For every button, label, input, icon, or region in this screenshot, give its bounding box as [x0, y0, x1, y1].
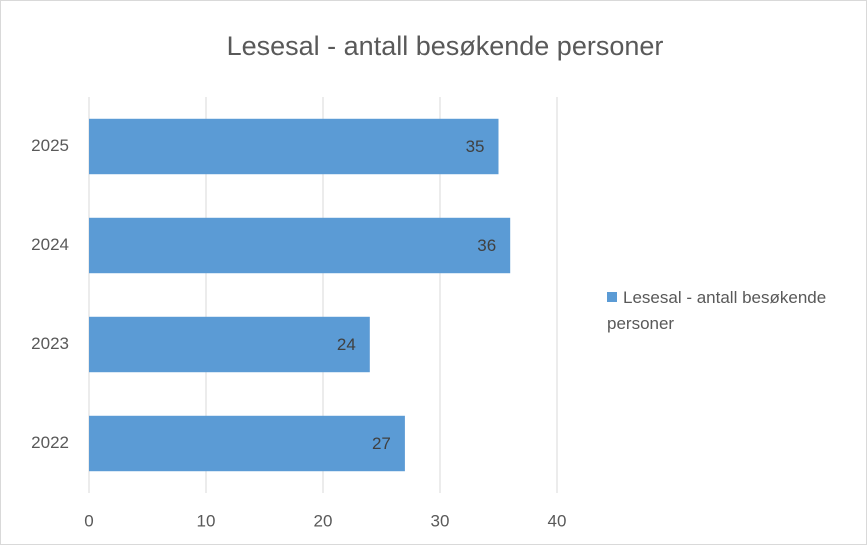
data-label: 27 — [372, 434, 391, 453]
data-label: 35 — [466, 137, 485, 156]
chart-title: Lesesal - antall besøkende personer — [227, 31, 664, 61]
y-tick-label: 2023 — [31, 334, 69, 353]
x-tick-label: 20 — [314, 511, 333, 530]
data-label: 24 — [337, 335, 356, 354]
bar — [89, 415, 405, 472]
x-tick-label: 30 — [431, 511, 450, 530]
x-tick-label: 0 — [84, 511, 93, 530]
bar — [89, 316, 370, 373]
data-label: 36 — [477, 236, 496, 255]
x-tick-label: 10 — [197, 511, 216, 530]
bar — [89, 118, 499, 175]
y-tick-label: 2024 — [31, 235, 69, 254]
legend-label: Lesesal - antall besøkende personer — [607, 288, 827, 333]
y-tick-label: 2025 — [31, 136, 69, 155]
x-tick-label: 40 — [548, 511, 567, 530]
legend-swatch — [607, 292, 617, 302]
y-tick-label: 2022 — [31, 433, 69, 452]
bar — [89, 217, 511, 274]
legend: Lesesal - antall besøkende personer — [607, 285, 857, 337]
